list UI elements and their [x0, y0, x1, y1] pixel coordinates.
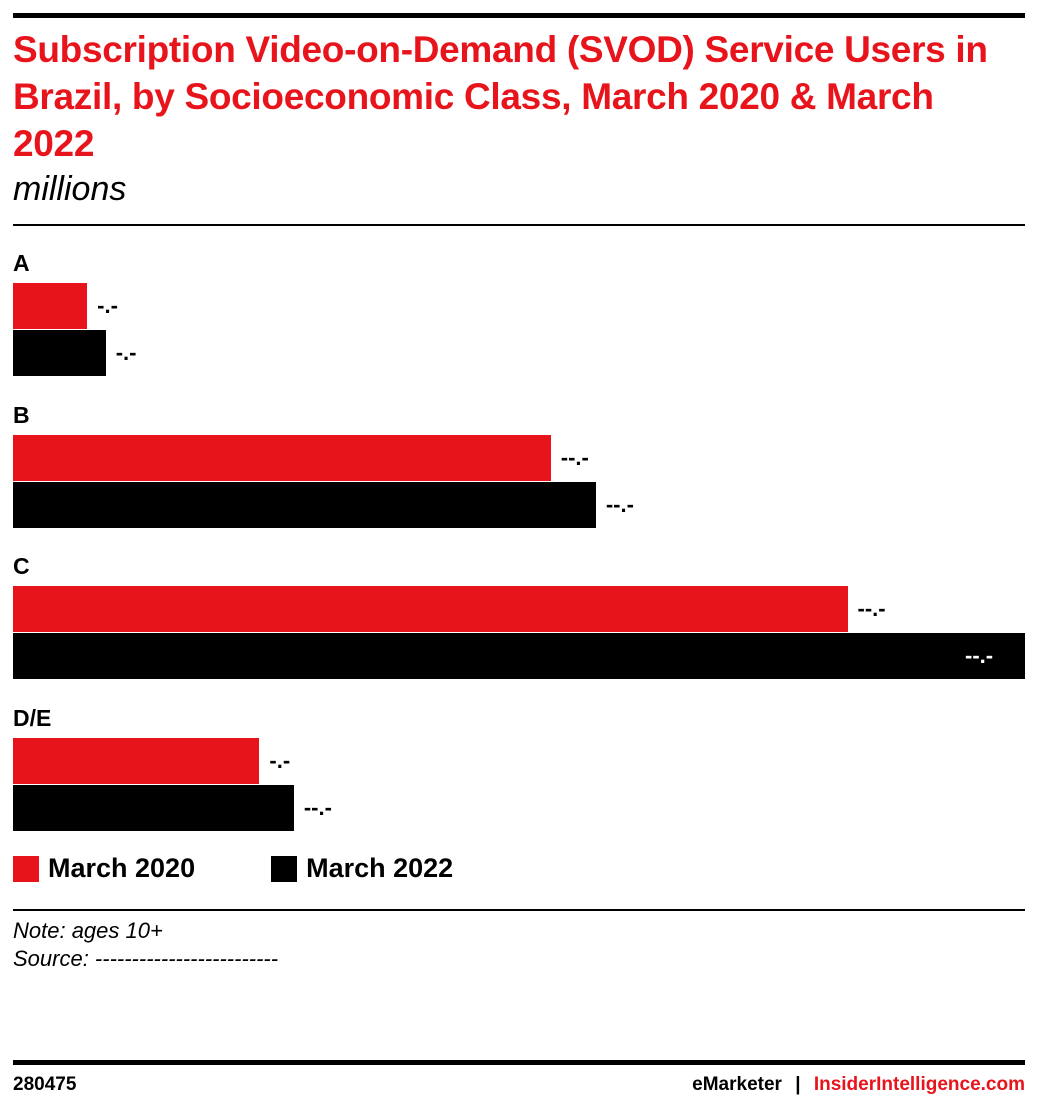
data-label: --.-	[605, 491, 634, 517]
brand-separator: |	[795, 1074, 801, 1095]
data-label: --.-	[965, 643, 994, 668]
bar-b-march-2022	[13, 481, 596, 528]
legend-item-march-2020: March 2020	[13, 853, 195, 884]
data-label: --.-	[857, 596, 886, 621]
legend-swatch-red	[13, 855, 39, 882]
top-rule	[13, 13, 1025, 18]
bar-c-march-2022	[13, 633, 1025, 679]
chart-title: Subscription Video-on-Demand (SVOD) Serv…	[13, 29, 988, 164]
data-label: -.-	[115, 340, 137, 365]
category-label: B	[13, 401, 30, 428]
category-label: C	[13, 553, 30, 579]
bar-c-march-2020	[13, 586, 848, 632]
bar-a-march-2022	[13, 330, 106, 376]
data-label: --.-	[560, 444, 589, 470]
data-label: -.-	[269, 747, 291, 773]
chart-subtitle: millions	[13, 170, 127, 208]
chart-id: 280475	[13, 1074, 77, 1095]
legend-label: March 2022	[306, 853, 454, 883]
footer-top-rule	[13, 909, 1025, 911]
bar-chart: A -.- -.- B --.- --.- C --.- --.- D/E -.- --.-	[13, 240, 1025, 840]
legend: March 2020 March 2022	[13, 853, 529, 884]
source-text: Source: -------------------------	[13, 946, 279, 971]
data-label: --.-	[303, 794, 332, 820]
bar-de-march-2020	[13, 737, 260, 784]
brand-emarketer: eMarketer	[692, 1074, 782, 1095]
note-text: Note: ages 10+	[13, 918, 163, 943]
header-rule	[13, 224, 1025, 226]
legend-label: March 2020	[48, 853, 196, 883]
footer-brand: eMarketer | InsiderIntelligence.com	[692, 1074, 1025, 1096]
data-label: -.-	[97, 293, 118, 318]
bar-de-march-2022	[13, 784, 294, 831]
brand-site: InsiderIntelligence.com	[813, 1074, 1025, 1095]
category-label: A	[13, 250, 30, 276]
bottom-rule	[13, 1060, 1025, 1065]
bar-b-march-2020	[13, 434, 551, 481]
legend-item-march-2022: March 2022	[271, 853, 453, 884]
legend-swatch-black	[271, 855, 298, 882]
category-label: D/E	[13, 704, 52, 731]
bar-a-march-2020	[13, 283, 88, 329]
